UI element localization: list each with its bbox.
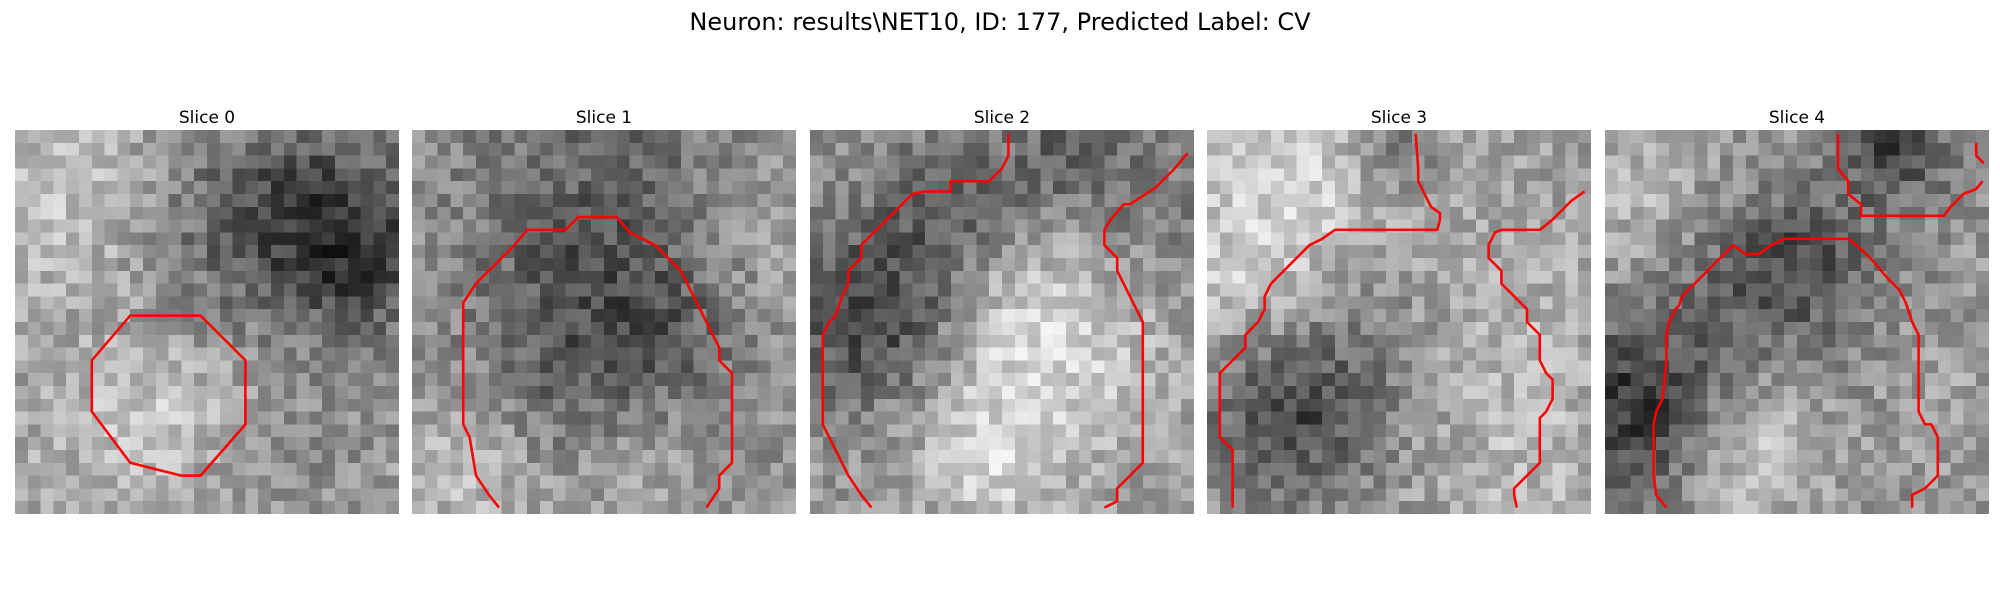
slice-panel-0: Slice 0 (15, 108, 399, 514)
slice-title: Slice 2 (810, 108, 1194, 130)
slice-image-2 (810, 130, 1194, 514)
slice-panel-2: Slice 2 (810, 108, 1194, 514)
slice-image-3 (1207, 130, 1591, 514)
slice-image-1 (412, 130, 796, 514)
slice-title: Slice 0 (15, 108, 399, 130)
slice-title: Slice 3 (1207, 108, 1591, 130)
slice-title: Slice 4 (1605, 108, 1989, 130)
slice-image-0 (15, 130, 399, 514)
pixel-grid (810, 130, 1194, 514)
slice-title: Slice 1 (412, 108, 796, 130)
pixel-grid (412, 130, 796, 514)
slice-panel-1: Slice 1 (412, 108, 796, 514)
pixel-grid (1605, 130, 1989, 514)
slice-panel-3: Slice 3 (1207, 108, 1591, 514)
slice-panel-4: Slice 4 (1605, 108, 1989, 514)
slice-image-4 (1605, 130, 1989, 514)
pixel-grid (1207, 130, 1591, 514)
figure-title: Neuron: results\NET10, ID: 177, Predicte… (0, 6, 2000, 38)
